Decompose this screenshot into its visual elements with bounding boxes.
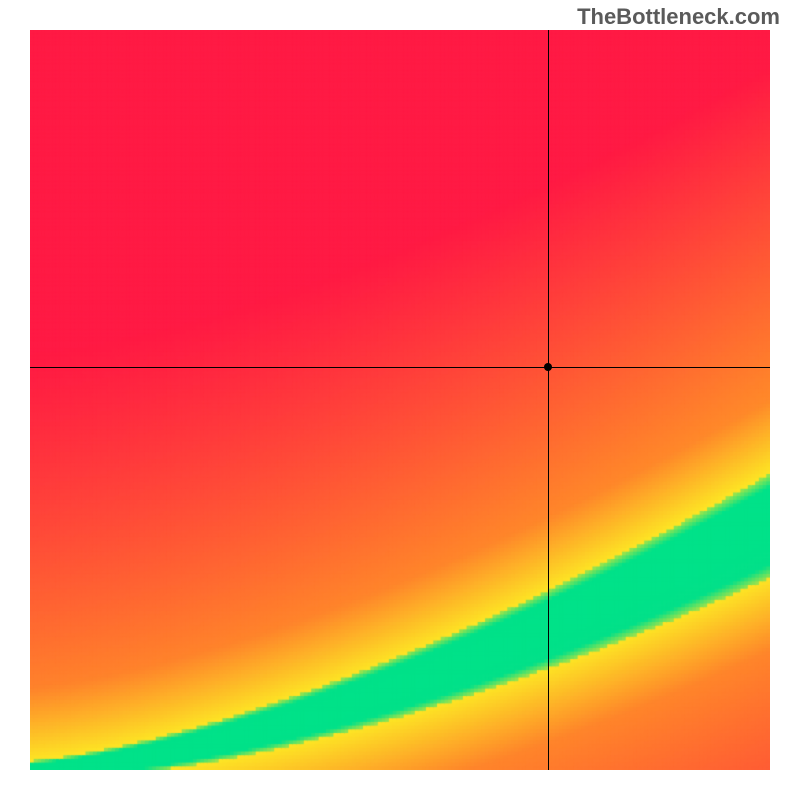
plot-area	[30, 30, 770, 770]
heatmap-canvas	[30, 30, 770, 770]
crosshair-horizontal	[30, 367, 770, 368]
chart-container: TheBottleneck.com	[0, 0, 800, 800]
crosshair-marker	[544, 363, 552, 371]
attribution-text: TheBottleneck.com	[577, 4, 780, 30]
crosshair-vertical	[548, 30, 549, 770]
